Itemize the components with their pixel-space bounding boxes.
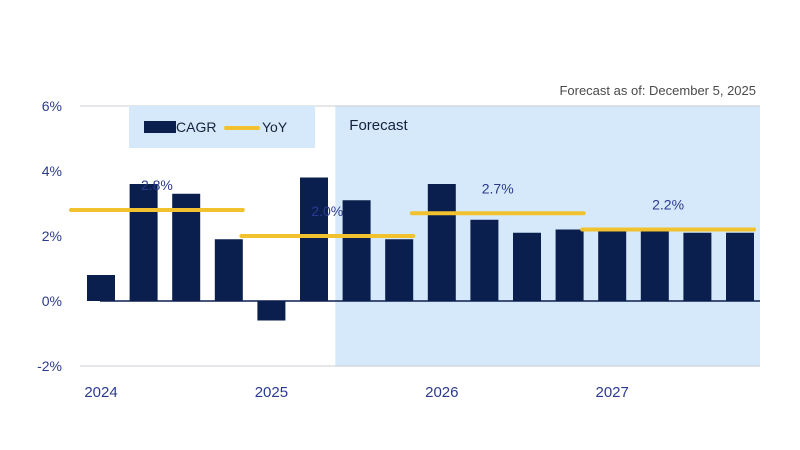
- yoy-label-3: 2.7%: [482, 180, 514, 196]
- bar-2026-Q3: [513, 232, 541, 301]
- bar-2026-Q1: [427, 184, 456, 301]
- bar-2025-Q4: [385, 239, 414, 301]
- forecast-note: Forecast as of: December 5, 2025: [559, 83, 756, 98]
- bar-2027-Q4: [726, 232, 754, 301]
- bar-2027-Q3: [683, 232, 712, 301]
- bar-2024-Q2: [129, 184, 158, 301]
- x-year-label: 2025: [255, 384, 288, 401]
- bar-2025-Q3: [342, 200, 371, 301]
- legend-swatch-cagr: [144, 121, 176, 133]
- bar-2027-Q1: [598, 229, 627, 301]
- bar-2026-Q4: [555, 229, 584, 301]
- y-tick-label: 4%: [42, 163, 62, 179]
- bar-2025-Q2: [300, 177, 328, 301]
- y-tick-label: 0%: [42, 293, 62, 309]
- bar-2024-Q1: [87, 275, 115, 301]
- yoy-label-2: 2.0%: [311, 203, 343, 219]
- y-tick-label: 2%: [42, 228, 62, 244]
- yoy-label-4: 2.2%: [652, 197, 684, 213]
- x-year-label: 2026: [425, 384, 458, 401]
- bar-2026-Q2: [470, 219, 499, 301]
- x-year-label: 2024: [84, 384, 117, 401]
- forecast-label: Forecast: [349, 117, 408, 134]
- bar-2024-Q4: [214, 239, 243, 301]
- x-year-label: 2027: [596, 384, 629, 401]
- y-tick-label: -2%: [37, 358, 62, 374]
- bar-2027-Q2: [640, 229, 669, 301]
- bar-2025-Q1: [257, 301, 286, 321]
- yoy-label-1: 2.8%: [141, 177, 173, 193]
- legend-label-cagr: CAGR: [176, 119, 216, 135]
- legend-label-yoy: YoY: [262, 119, 288, 135]
- y-tick-label: 6%: [42, 98, 62, 114]
